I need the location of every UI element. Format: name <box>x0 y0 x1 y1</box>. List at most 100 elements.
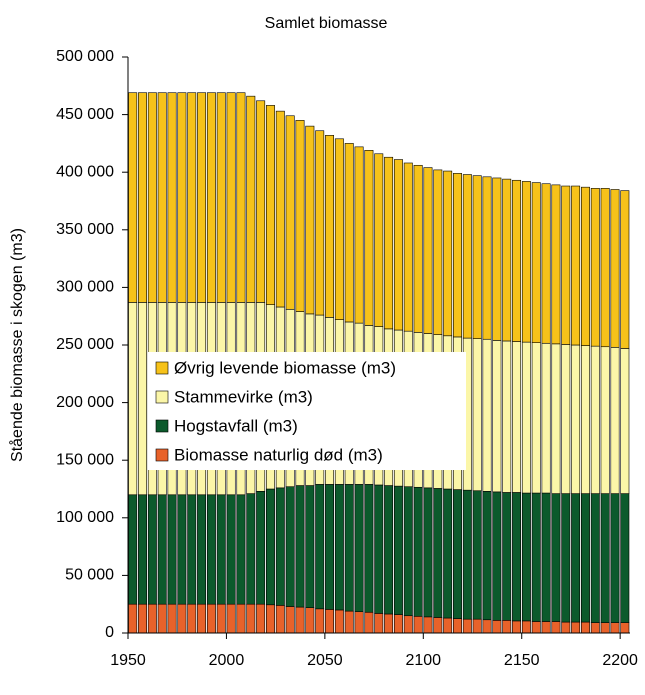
bar-segment <box>531 621 541 634</box>
bar-segment <box>462 489 472 620</box>
bar-segment <box>590 188 600 347</box>
bar-segment <box>423 167 433 334</box>
bar-segment <box>590 493 600 623</box>
y-tick-label: 300 000 <box>56 279 114 296</box>
bar-segment <box>512 620 522 634</box>
bar-segment <box>138 603 147 634</box>
x-tick-label: 2050 <box>307 652 343 669</box>
y-axis-title: Stående biomasse i skogen (m3) <box>8 228 26 462</box>
bar-segment <box>187 92 197 303</box>
bar-segment <box>354 146 364 324</box>
bar-segment <box>275 605 285 634</box>
bar-segment <box>610 189 620 348</box>
bar-segment <box>620 190 630 349</box>
bar-segment <box>443 488 453 619</box>
bar-segment <box>197 494 207 605</box>
bar-segment <box>266 604 275 634</box>
bar-segment <box>206 92 216 303</box>
bar-segment <box>325 135 335 318</box>
bar-segment <box>571 493 581 623</box>
bar-segment <box>571 185 581 346</box>
bar-segment <box>541 492 551 622</box>
y-tick-label: 100 000 <box>56 509 114 526</box>
chart-title: Samlet biomasse <box>265 15 388 32</box>
bar-segment <box>285 486 295 607</box>
bar-segment <box>315 130 325 316</box>
bar-segment <box>580 621 590 634</box>
bar-segment <box>216 494 226 605</box>
x-tick-label: 2150 <box>504 652 540 669</box>
bar-segment <box>393 159 403 331</box>
bar-segment <box>600 188 610 348</box>
bar-segment <box>197 92 207 303</box>
bar-segment <box>266 488 275 606</box>
bar-segment <box>384 156 394 330</box>
bar-segment <box>571 621 581 634</box>
bar-segment <box>620 622 630 634</box>
bar-segment <box>128 494 138 605</box>
bar-segment <box>177 92 187 303</box>
bar-segment <box>531 342 541 494</box>
bar-segment <box>403 486 413 617</box>
bar-segment <box>502 178 512 342</box>
bar-segment <box>413 164 423 333</box>
bar-segment <box>236 92 246 303</box>
bar-segment <box>128 302 138 496</box>
bar-segment <box>344 484 354 612</box>
y-tick-label: 500 000 <box>56 48 114 65</box>
bar-segment <box>472 618 482 634</box>
bar-segment <box>384 613 394 634</box>
bar-segment <box>453 618 462 634</box>
bar-segment <box>482 491 492 621</box>
bar-segment <box>128 92 138 303</box>
bar-segment <box>551 184 561 345</box>
bar-segment <box>600 622 610 634</box>
bar-segment <box>492 491 502 621</box>
bar-segment <box>443 617 453 634</box>
bar-segment <box>620 493 630 623</box>
bar-segment <box>561 621 571 634</box>
x-tick-label: 2000 <box>209 652 245 669</box>
bar-segment <box>610 347 620 494</box>
bar-segment <box>236 603 246 634</box>
bar-segment <box>187 494 197 605</box>
bar-segment <box>590 622 600 634</box>
bar-segment <box>453 489 462 619</box>
bar-segment <box>512 341 522 493</box>
bar-segment <box>157 92 167 303</box>
bar-segment <box>521 492 531 622</box>
bar-segment <box>236 494 246 605</box>
bar-segment <box>256 603 266 634</box>
bar-segment <box>502 340 512 493</box>
legend-label: Hogstavfall (m3) <box>174 416 298 435</box>
y-tick-label: 50 000 <box>65 567 114 584</box>
bar-segment <box>246 95 256 303</box>
bar-segment <box>285 115 295 310</box>
bar-segment <box>482 619 492 634</box>
bar-segment <box>167 603 177 634</box>
bar-segment <box>128 603 138 634</box>
bar-segment <box>246 493 256 605</box>
bar-segment <box>374 484 384 614</box>
bar-segment <box>305 125 315 315</box>
bar-segment <box>384 485 394 615</box>
bar-segment <box>157 603 167 634</box>
bar-segment <box>492 177 502 341</box>
bar-segment <box>531 492 541 622</box>
bar-segment <box>492 340 502 493</box>
bar-segment <box>364 150 374 326</box>
bar-segment <box>325 484 335 610</box>
bar-segment <box>512 492 522 622</box>
bar-segment <box>472 338 482 492</box>
legend-label: Stammevirke (m3) <box>174 387 313 406</box>
x-tick-label: 1950 <box>110 652 146 669</box>
bar-segment <box>580 345 590 494</box>
bar-segment <box>433 488 443 618</box>
bar-segment <box>561 344 571 494</box>
bar-segment <box>551 621 561 634</box>
bar-segment <box>285 606 295 634</box>
bar-segment <box>374 153 384 327</box>
bar-segment <box>482 176 492 340</box>
bar-segment <box>147 494 157 605</box>
